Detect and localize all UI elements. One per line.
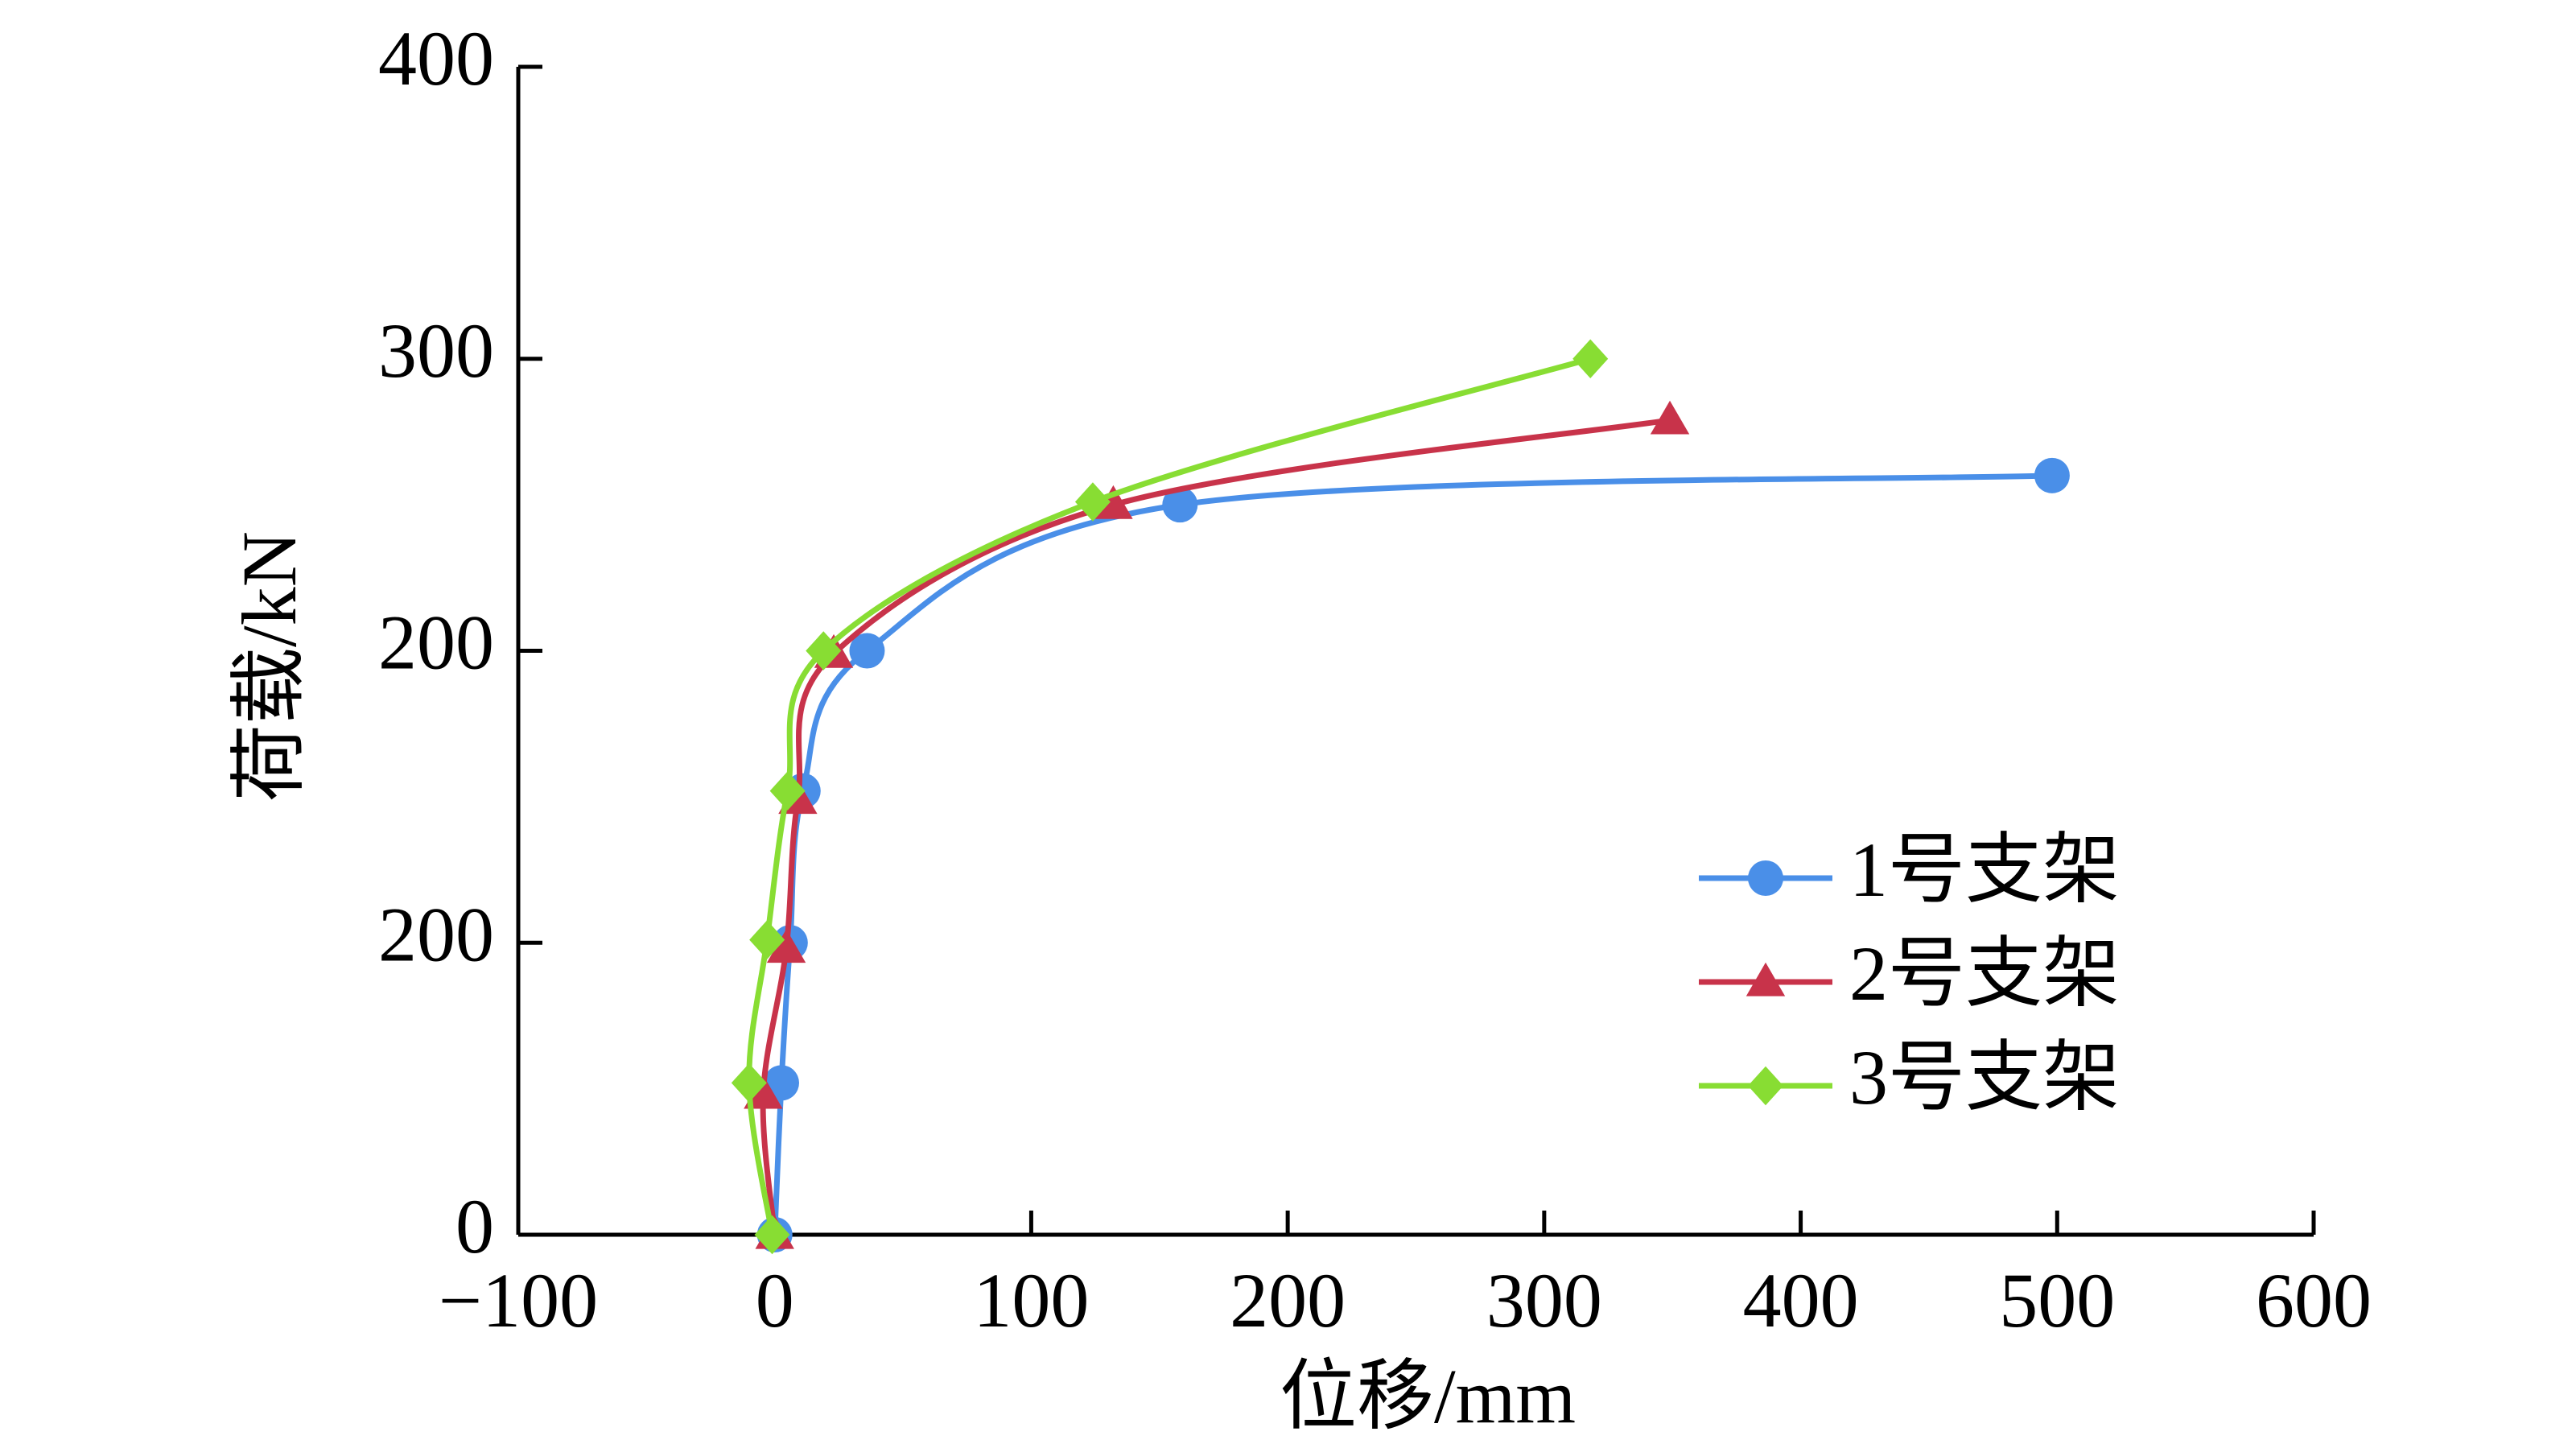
data-point — [849, 633, 885, 669]
x-axis-label: 位移/mm — [1280, 1353, 1576, 1439]
x-tick-label: 300 — [1486, 1257, 1602, 1343]
data-point — [744, 1075, 783, 1109]
series-line — [772, 472, 2053, 1236]
data-point — [1162, 487, 1198, 523]
legend-label: 1号支架 — [1849, 827, 2120, 913]
x-tick-label: 600 — [2256, 1257, 2372, 1343]
series-line — [746, 356, 1592, 1236]
y-tick-label: 0 — [455, 1183, 494, 1269]
x-tick-label: −100 — [439, 1257, 598, 1343]
x-tick-label: 400 — [1743, 1257, 1859, 1343]
y-tick-label: 300 — [378, 307, 494, 394]
data-point — [1074, 482, 1111, 522]
y-tick-label: 200 — [378, 891, 494, 977]
data-point — [769, 771, 806, 811]
data-point — [731, 1063, 767, 1103]
legend-marker — [1748, 1066, 1783, 1106]
data-point — [1650, 400, 1690, 435]
x-tick-label: 0 — [756, 1257, 794, 1343]
x-tick-label: 100 — [973, 1257, 1089, 1343]
data-point — [754, 1215, 790, 1255]
series-line — [760, 417, 1671, 1236]
data-point — [766, 929, 806, 963]
legend-marker — [1745, 962, 1786, 996]
data-point — [806, 631, 842, 670]
data-point — [749, 920, 785, 959]
x-tick-label: 500 — [1999, 1257, 2115, 1343]
y-axis-label: 荷载/kN — [226, 531, 312, 802]
legend-label: 2号支架 — [1849, 930, 2120, 1017]
y-tick-label: 400 — [378, 15, 494, 101]
data-point — [1094, 485, 1133, 519]
data-point — [2034, 457, 2070, 493]
x-tick-label: 200 — [1230, 1257, 1346, 1343]
y-tick-label: 200 — [378, 600, 494, 686]
legend-label: 3号支架 — [1849, 1034, 2120, 1120]
legend-marker — [1748, 860, 1783, 896]
data-point — [1572, 339, 1609, 378]
